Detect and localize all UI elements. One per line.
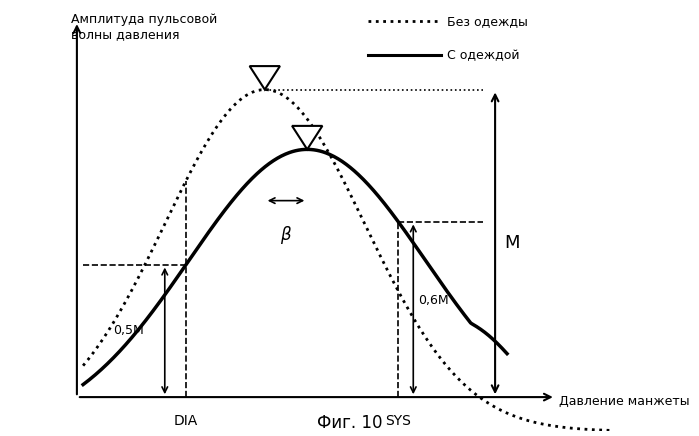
Text: Амплитуда пульсовой
волны давления: Амплитуда пульсовой волны давления	[71, 13, 217, 41]
Polygon shape	[292, 126, 322, 150]
Text: Давление манжеты: Давление манжеты	[559, 395, 689, 408]
Text: M: M	[504, 234, 519, 252]
Text: Фиг. 10: Фиг. 10	[317, 414, 382, 432]
Text: 0,6M: 0,6M	[418, 294, 449, 307]
Polygon shape	[250, 66, 280, 89]
Text: Без одежды: Без одежды	[447, 15, 528, 28]
Text: DIA: DIA	[174, 414, 198, 428]
Text: С одеждой: С одеждой	[447, 49, 519, 62]
Text: $\beta$: $\beta$	[280, 224, 292, 246]
Text: SYS: SYS	[385, 414, 411, 428]
Text: 0,5M: 0,5M	[113, 324, 144, 337]
